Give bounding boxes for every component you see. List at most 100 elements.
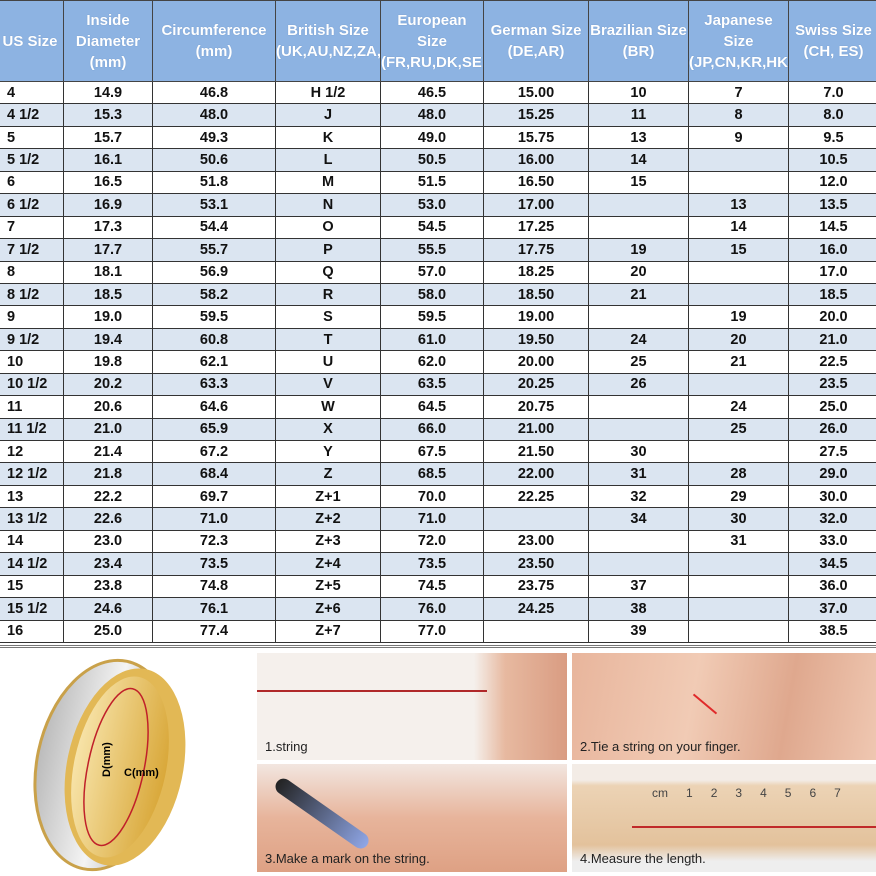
step-1-photo: 1.string — [257, 653, 567, 760]
ring-size-table: US Size Inside Diameter (mm) Circumference… — [0, 0, 876, 643]
table-cell: 27.5 — [788, 439, 876, 464]
table-cell: 9 — [688, 125, 789, 150]
table-cell: 15.3 — [63, 103, 153, 127]
table-cell — [588, 305, 689, 329]
table-cell: 20.6 — [63, 395, 153, 419]
table-cell: 16.00 — [483, 148, 589, 172]
table-cell: Z+6 — [275, 597, 381, 621]
table-cell — [688, 574, 789, 599]
table-cell: 62.0 — [380, 350, 484, 374]
table-cell: 19.8 — [63, 350, 153, 374]
table-cell: 29.0 — [788, 462, 876, 486]
step-4-caption: 4.Measure the length. — [580, 851, 706, 866]
column-header: European Size (FR,RU,DK,SE,NO,FI) — [380, 0, 484, 82]
table-row: 7 1/2 17.7 55.7 P 55.5 17.75 19 15 16.0 — [0, 238, 876, 262]
table-cell: K — [275, 125, 381, 150]
table-cell: 65.9 — [152, 417, 276, 442]
table-cell: 16.5 — [63, 170, 153, 195]
table-cell: 20 — [588, 260, 689, 284]
column-header: Inside Diameter (mm) — [63, 0, 153, 82]
table-cell: W — [275, 395, 381, 419]
table-cell: 17.75 — [483, 238, 589, 262]
step-2-photo: 2.Tie a string on your finger. — [572, 653, 876, 760]
table-cell: 24 — [688, 395, 789, 419]
diameter-label: D(mm) — [101, 742, 113, 777]
table-cell: 28 — [688, 462, 789, 486]
table-cell: 16 — [0, 619, 64, 643]
ruler-tick-label: 5 — [784, 786, 792, 800]
table-cell: 19 — [688, 305, 789, 329]
table-cell: 22.6 — [63, 507, 153, 531]
table-cell: Z — [275, 462, 381, 486]
table-cell: Q — [275, 260, 381, 284]
table-cell: 60.8 — [152, 327, 276, 352]
table-row: 14 1/2 23.4 73.5 Z+4 73.5 23.50 34.5 — [0, 552, 876, 576]
step-2-caption: 2.Tie a string on your finger. — [580, 739, 741, 754]
table-cell: 51.5 — [380, 170, 484, 195]
table-cell — [688, 282, 789, 307]
table-row: 14 23.0 72.3 Z+3 72.0 23.00 31 33.0 — [0, 529, 876, 554]
table-cell: X — [275, 417, 381, 442]
column-header: US Size — [0, 0, 64, 82]
table-cell: 5 1/2 — [0, 148, 64, 172]
table-row: 12 21.4 67.2 Y 67.5 21.50 30 27.5 — [0, 439, 876, 464]
table-cell: 14 — [588, 148, 689, 172]
table-cell: 34.5 — [788, 552, 876, 576]
table-cell: N — [275, 193, 381, 217]
table-row: 16 25.0 77.4 Z+7 77.0 39 38.5 — [0, 619, 876, 643]
table-cell: 59.5 — [380, 305, 484, 329]
table-cell: 26 — [588, 372, 689, 397]
table-cell: 15.7 — [63, 125, 153, 150]
table-cell: 13.5 — [788, 193, 876, 217]
table-cell: 14 — [688, 215, 789, 240]
table-cell: 22.5 — [788, 350, 876, 374]
divider — [0, 645, 876, 648]
table-cell: 18.50 — [483, 282, 589, 307]
table-cell: 16.9 — [63, 193, 153, 217]
table-cell: 20.25 — [483, 372, 589, 397]
table-cell: 46.5 — [380, 80, 484, 105]
table-row: 10 19.8 62.1 U 62.0 20.00 25 21 22.5 — [0, 350, 876, 374]
table-cell: 11 — [588, 103, 689, 127]
table-cell: M — [275, 170, 381, 195]
table-cell: 50.6 — [152, 148, 276, 172]
table-cell: 20.0 — [788, 305, 876, 329]
table-cell: 24.6 — [63, 597, 153, 621]
table-cell: 26.0 — [788, 417, 876, 442]
table-cell — [688, 372, 789, 397]
table-cell: 15 — [0, 574, 64, 599]
table-row: 11 1/2 21.0 65.9 X 66.0 21.00 25 26.0 — [0, 417, 876, 442]
table-cell: 22.00 — [483, 462, 589, 486]
table-cell: 10 — [0, 350, 64, 374]
table-cell: 32.0 — [788, 507, 876, 531]
table-cell: 5 — [0, 125, 64, 150]
table-row: 12 1/2 21.8 68.4 Z 68.5 22.00 31 28 29.0 — [0, 462, 876, 486]
table-cell: 23.00 — [483, 529, 589, 554]
table-cell: 24 — [588, 327, 689, 352]
table-cell: 21 — [688, 350, 789, 374]
table-cell: 20.2 — [63, 372, 153, 397]
table-cell: 17.25 — [483, 215, 589, 240]
table-cell: 17.7 — [63, 238, 153, 262]
table-cell: Z+4 — [275, 552, 381, 576]
table-cell: 31 — [588, 462, 689, 486]
table-cell: 32 — [588, 484, 689, 509]
table-cell: 67.2 — [152, 439, 276, 464]
table-cell: 53.1 — [152, 193, 276, 217]
table-cell: 21.8 — [63, 462, 153, 486]
table-cell: 9 — [0, 305, 64, 329]
table-cell: U — [275, 350, 381, 374]
table-cell: H 1/2 — [275, 80, 381, 105]
table-cell: 30 — [588, 439, 689, 464]
table-cell — [688, 597, 789, 621]
table-cell: 56.9 — [152, 260, 276, 284]
table-cell: 73.5 — [152, 552, 276, 576]
table-cell: 9.5 — [788, 125, 876, 150]
column-header: Swiss Size (CH, ES) — [788, 0, 876, 82]
table-cell: 58.0 — [380, 282, 484, 307]
table-cell: 64.6 — [152, 395, 276, 419]
table-cell: 11 1/2 — [0, 417, 64, 442]
table-cell: 6 — [0, 170, 64, 195]
table-cell: 69.7 — [152, 484, 276, 509]
table-cell: 21.4 — [63, 439, 153, 464]
